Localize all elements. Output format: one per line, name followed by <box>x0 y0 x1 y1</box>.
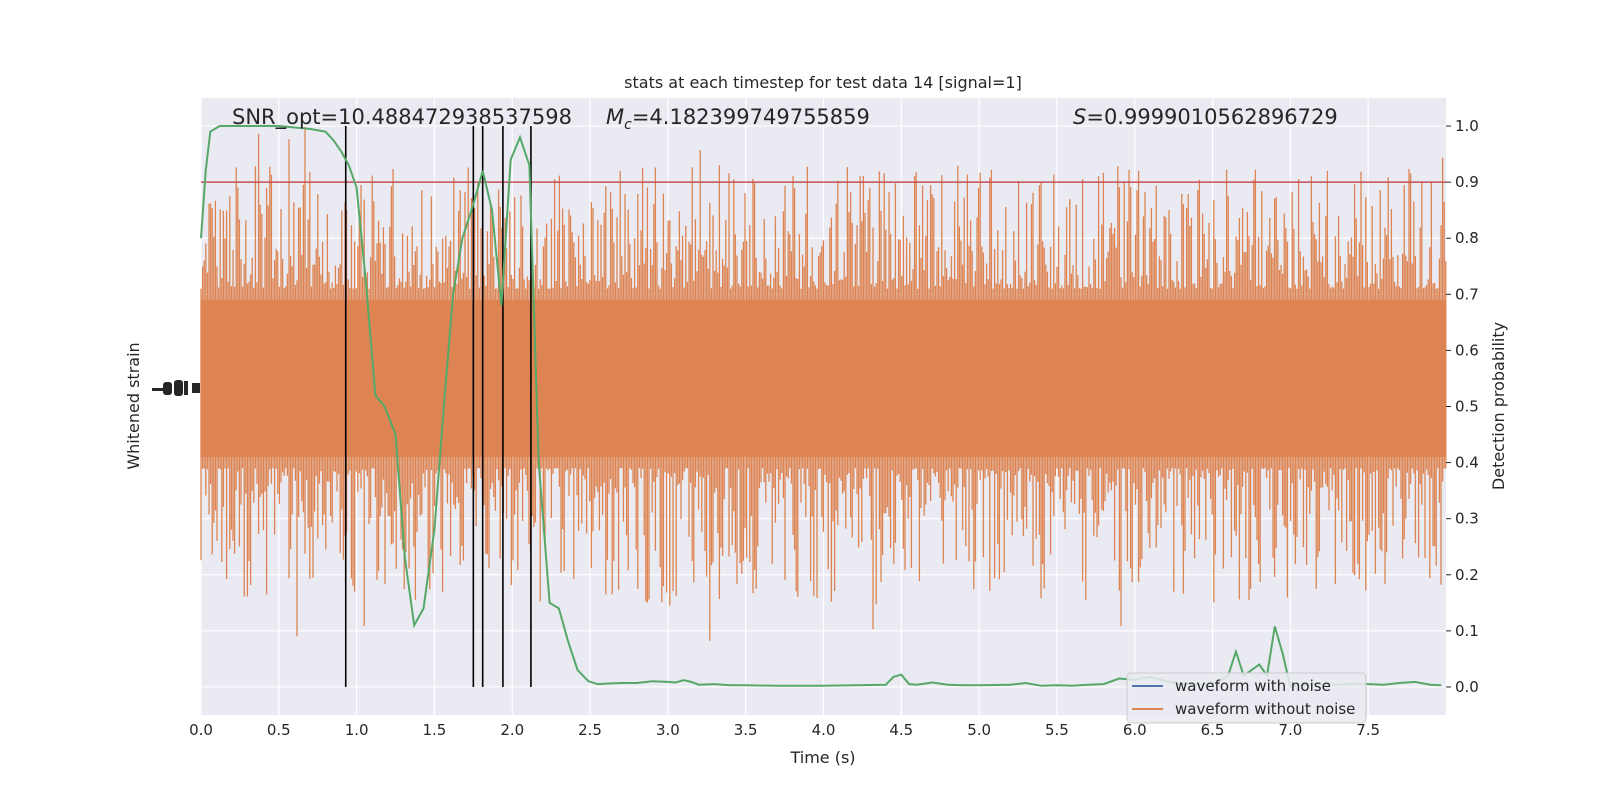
x-tick-label: 7.0 <box>1278 721 1302 739</box>
x-tick-label: 1.5 <box>423 721 447 739</box>
x-tick-label: 5.0 <box>967 721 991 739</box>
y-tick-label: 0.0 <box>1455 678 1479 696</box>
x-tick-label: 4.0 <box>812 721 836 739</box>
x-axis-label: Time (s) <box>789 748 855 767</box>
legend-box <box>1126 672 1367 724</box>
y-tick-label: 0.7 <box>1455 285 1479 303</box>
x-tick-label: 1.0 <box>345 721 369 739</box>
s-annotation: S=0.9999010562896729 <box>1073 105 1338 129</box>
x-tick-label: 3.0 <box>656 721 680 739</box>
y-tick-label: 0.2 <box>1455 566 1479 584</box>
s-value: =0.9999010562896729 <box>1086 105 1337 129</box>
y-tick-label: 0.6 <box>1455 341 1479 359</box>
chirp-mass-annotation: Mc=4.182399749755859 <box>606 105 870 133</box>
x-tick-label: 5.5 <box>1045 721 1069 739</box>
x-tick-label: 2.0 <box>500 721 524 739</box>
x-tick-label: 0.0 <box>189 721 213 739</box>
x-tick-labels: 0.0 0.5 1.0 1.5 2.0 2.5 3.0 3.5 4.0 4.5 5.0 5.5 6.0 6… <box>189 721 1380 739</box>
x-tick-label: 6.5 <box>1201 721 1225 739</box>
y-axis-label-left: Whitened strain <box>124 342 143 469</box>
legend: waveform with noise waveform without noi… <box>1126 672 1367 724</box>
x-tick-label: 0.5 <box>267 721 291 739</box>
chirp-mass-symbol: M <box>606 105 624 129</box>
y-tick-label: 0.9 <box>1455 173 1479 191</box>
x-tick-label: 4.5 <box>889 721 913 739</box>
y-tick-label: 0.5 <box>1455 398 1479 416</box>
waveform-without-noise-series <box>200 126 1447 641</box>
noise-spikes <box>200 126 1447 641</box>
x-tick-label: 6.0 <box>1123 721 1147 739</box>
x-tick-label: 3.5 <box>734 721 758 739</box>
s-symbol: S <box>1073 105 1086 129</box>
y-axis-label-right: Detection probability <box>1489 322 1508 490</box>
y-tick-label: 0.1 <box>1455 622 1479 640</box>
legend-label-without-noise: waveform without noise <box>1175 700 1355 718</box>
y-tick-label: 0.8 <box>1455 229 1479 247</box>
chirp-mass-subscript: c <box>624 117 632 133</box>
snr-annotation: SNR_opt=10.488472938537598 <box>232 105 572 130</box>
left-axis-overlapped-ticks <box>152 380 200 396</box>
y-tick-label: 0.3 <box>1455 510 1479 528</box>
x-tick-label: 7.5 <box>1356 721 1380 739</box>
chart-title: stats at each timestep for test data 14 … <box>624 73 1022 92</box>
x-tick-label: 2.5 <box>578 721 602 739</box>
y-tick-labels-right: 0.0 0.1 0.2 0.3 0.4 0.5 0.6 0.7 0.8 0.9 1.0 <box>1446 117 1479 696</box>
y-tick-label: 1.0 <box>1455 117 1479 135</box>
y-tick-label: 0.4 <box>1455 454 1479 472</box>
legend-label-with-noise: waveform with noise <box>1175 677 1331 695</box>
chirp-mass-value: =4.182399749755859 <box>632 105 870 129</box>
